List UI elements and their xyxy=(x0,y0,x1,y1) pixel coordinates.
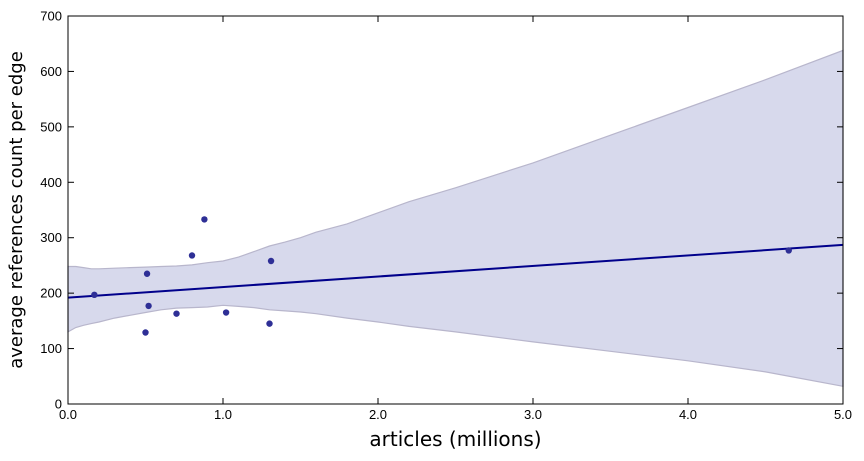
y-tick-label: 700 xyxy=(40,9,62,24)
x-tick-label: 2.0 xyxy=(369,407,387,422)
data-point xyxy=(267,257,275,265)
y-axis-label: average references count per edge xyxy=(6,51,27,369)
y-tick-label: 100 xyxy=(40,341,62,356)
confidence-band-layer xyxy=(67,49,844,388)
confidence-band xyxy=(67,49,844,388)
y-tick-label: 200 xyxy=(40,286,62,301)
data-point xyxy=(173,310,180,317)
data-point xyxy=(188,252,196,259)
y-tick-label: 500 xyxy=(40,119,62,134)
data-points-layer xyxy=(91,216,792,336)
data-point xyxy=(222,309,230,316)
data-point xyxy=(201,216,208,223)
x-tick-label: 4.0 xyxy=(679,407,697,422)
regression-line xyxy=(67,243,844,299)
regression-line-layer xyxy=(67,243,844,299)
x-axis-ticks: 0.0 1.0 2.0 3.0 4.0 5.0 xyxy=(59,16,852,422)
x-axis-label: articles (millions) xyxy=(369,427,541,451)
y-tick-label: 400 xyxy=(40,175,62,190)
data-point xyxy=(143,270,151,277)
x-tick-label: 1.0 xyxy=(214,407,232,422)
x-tick-label: 5.0 xyxy=(834,407,852,422)
y-tick-label: 600 xyxy=(40,64,62,79)
plot-frame xyxy=(67,15,844,405)
data-point xyxy=(91,291,98,299)
data-point xyxy=(785,247,792,254)
x-tick-label: 3.0 xyxy=(524,407,542,422)
y-axis-ticks: 0 100 200 300 400 500 600 700 xyxy=(40,9,843,412)
y-tick-label: 0 xyxy=(55,397,62,412)
x-tick-label: 0.0 xyxy=(59,407,77,422)
data-point xyxy=(266,320,273,327)
data-point xyxy=(142,329,149,336)
y-tick-label: 300 xyxy=(40,230,62,245)
data-point xyxy=(145,302,152,310)
